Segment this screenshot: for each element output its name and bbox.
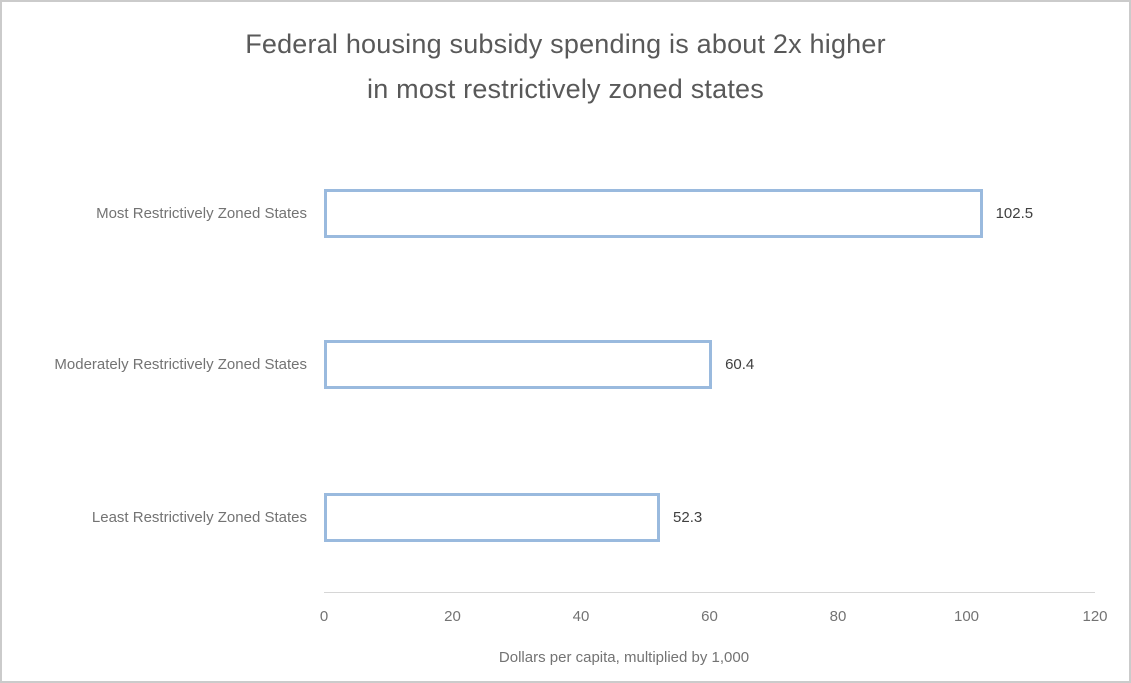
x-axis-tick-label: 80 (829, 608, 847, 625)
x-axis-ticks: 0 20 40 60 80 100 120 (2, 608, 1129, 630)
bar-value-label: 52.3 (673, 509, 703, 526)
x-axis-title: Dollars per capita, multiplied by 1,000 (498, 649, 750, 666)
bar (324, 340, 713, 389)
chart-title: Federal housing subsidy spending is abou… (2, 22, 1129, 112)
x-axis-tick-label: 100 (953, 608, 980, 625)
bar (324, 189, 983, 238)
chart-title-line-2: in most restrictively zoned states (367, 74, 764, 104)
category-label: Moderately Restrictively Zoned States (54, 356, 307, 373)
x-axis-tick-label: 0 (319, 608, 329, 625)
bar-row: Least Restrictively Zoned States 52.3 (2, 493, 1129, 542)
bar-row: Moderately Restrictively Zoned States 60… (2, 340, 1129, 389)
bar (324, 493, 661, 542)
x-axis-tick-label: 60 (701, 608, 718, 625)
x-axis-tick-label: 120 (1082, 608, 1108, 625)
category-label: Most Restrictively Zoned States (96, 205, 307, 222)
chart-title-line-1: Federal housing subsidy spending is abou… (245, 29, 886, 59)
bar-value-label: 60.4 (725, 356, 755, 373)
category-label: Least Restrictively Zoned States (91, 509, 307, 526)
bar-row: Most Restrictively Zoned States 102.5 (2, 189, 1129, 238)
bar-value-label: 102.5 (995, 205, 1034, 222)
x-axis-tick-label: 20 (444, 608, 461, 625)
x-axis-line (324, 592, 1095, 593)
x-axis-tick-label: 40 (572, 608, 590, 625)
